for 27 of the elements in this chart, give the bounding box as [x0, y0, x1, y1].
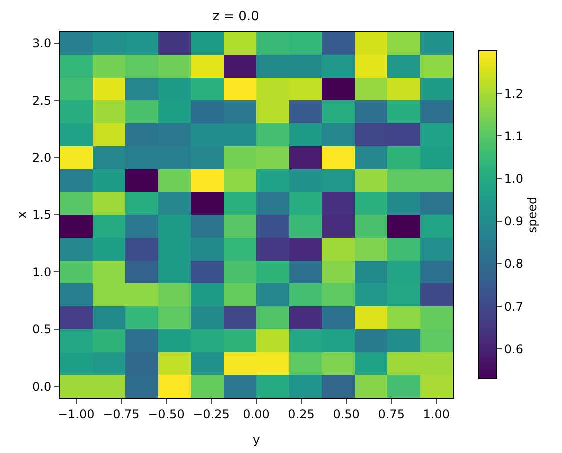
y-tick-label: 3.0 — [32, 36, 52, 51]
color-bar-label: 0.6 — [504, 342, 524, 356]
x-tick-label: −0.25 — [193, 407, 230, 422]
color-bar-title: speed — [525, 196, 540, 234]
y-tick-label: 1.5 — [32, 208, 52, 222]
color-bar-label: 0.7 — [504, 300, 524, 314]
x-tick-label: 0.25 — [288, 407, 315, 422]
y-tick-label: 2.0 — [32, 151, 52, 166]
color-bar-label: 0.8 — [504, 257, 524, 272]
x-tick-label: 0.50 — [333, 407, 360, 422]
x-tick-label: 1.00 — [423, 407, 450, 422]
x-tick-label: 0.00 — [243, 407, 270, 422]
chart-title: z = 0.0 — [212, 9, 260, 24]
x-axis-title: y — [252, 433, 260, 447]
x-tick-label: −1.00 — [58, 407, 95, 422]
color-bar-label: 1.1 — [504, 129, 524, 144]
x-tick-label: −0.75 — [103, 407, 140, 422]
y-tick-label: 2.5 — [32, 94, 52, 108]
color-bar-label: 0.9 — [504, 214, 524, 229]
y-axis-title: x — [15, 211, 29, 219]
x-tick-label: 0.75 — [378, 407, 405, 422]
y-tick-label: 1.0 — [32, 265, 52, 280]
x-tick-label: −0.50 — [148, 407, 185, 422]
color-bar-label: 1.2 — [504, 86, 524, 101]
y-tick-label: 0.5 — [32, 322, 52, 337]
y-tick-label: 0.0 — [32, 380, 52, 394]
color-bar-label: 1.0 — [504, 172, 524, 186]
